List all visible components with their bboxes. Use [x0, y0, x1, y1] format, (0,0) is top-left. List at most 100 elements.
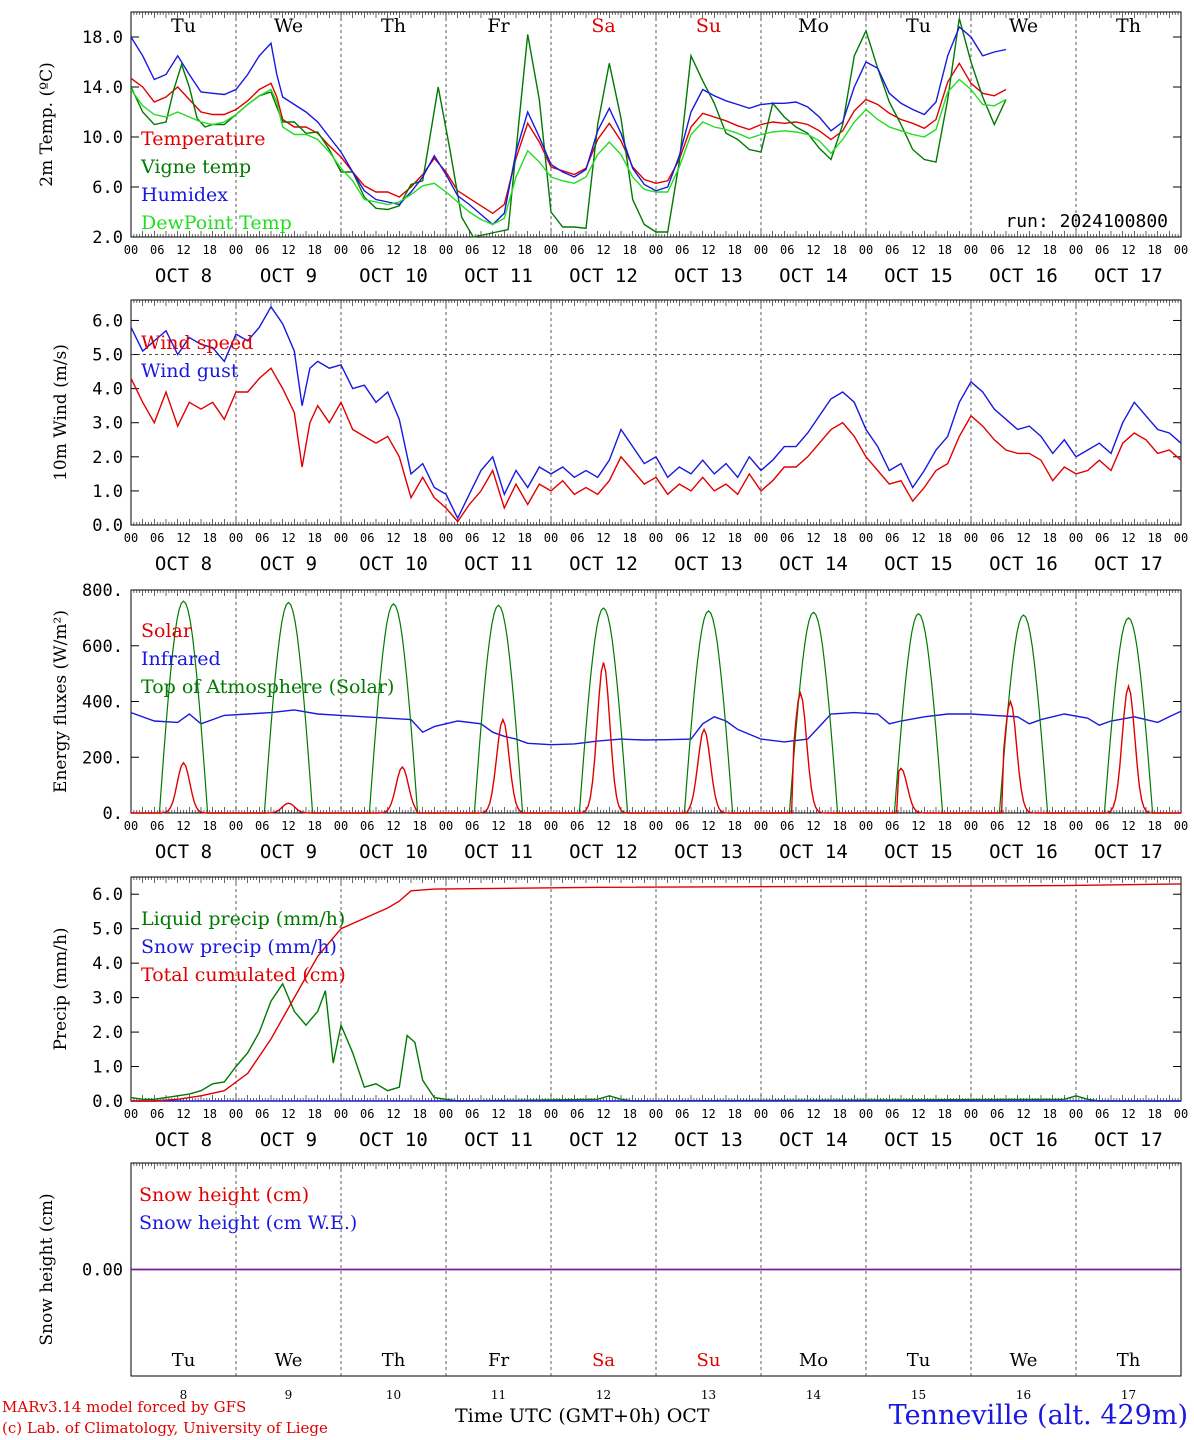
day-name-label: Th	[381, 15, 406, 37]
date-label: OCT 9	[260, 1129, 317, 1151]
hour-tick-label: 06	[465, 243, 479, 257]
hour-tick-label: 18	[1043, 243, 1057, 257]
hour-tick-label: 06	[150, 819, 164, 833]
date-label: OCT 11	[464, 265, 533, 287]
date-label: OCT 13	[674, 841, 743, 863]
day-number-label: 10	[386, 1388, 401, 1402]
hour-tick-label: 12	[176, 819, 190, 833]
hour-tick-label: 06	[150, 243, 164, 257]
hour-tick-label: 06	[1095, 531, 1109, 545]
hour-tick-label: 06	[360, 819, 374, 833]
y-tick-label: 800.	[82, 581, 123, 601]
hour-tick-label: 06	[780, 243, 794, 257]
hour-tick-label: 18	[938, 1107, 952, 1121]
series-line	[130, 982, 1181, 1102]
hour-tick-label: 18	[1148, 819, 1162, 833]
hour-tick-label: 06	[465, 531, 479, 545]
day-name-label: Fr	[487, 15, 510, 37]
hour-tick-label: 18	[308, 819, 322, 833]
hour-tick-label: 06	[885, 531, 899, 545]
hour-tick-label: 00	[964, 243, 978, 257]
hour-tick-label: 12	[911, 243, 925, 257]
legend-entry: Wind gust	[141, 360, 239, 382]
hour-tick-label: 12	[911, 531, 925, 545]
hour-tick-label: 06	[675, 819, 689, 833]
hour-tick-label: 12	[806, 819, 820, 833]
hour-tick-label: 00	[439, 531, 453, 545]
hour-tick-label: 18	[728, 819, 742, 833]
y-tick-label: 2.0	[92, 1023, 123, 1043]
date-label: OCT 8	[155, 553, 212, 575]
hour-tick-label: 12	[806, 243, 820, 257]
day-number-label: 13	[701, 1388, 716, 1402]
y-tick-label: 5.0	[92, 920, 123, 940]
hour-tick-label: 18	[1043, 819, 1057, 833]
date-label: OCT 14	[779, 1129, 848, 1151]
hour-tick-label: 00	[859, 1107, 873, 1121]
hour-tick-label: 00	[544, 1107, 558, 1121]
date-label: OCT 14	[779, 265, 848, 287]
day-name-label: Su	[697, 1350, 721, 1371]
y-tick-label: 400.	[82, 693, 123, 713]
hour-tick-label: 12	[701, 819, 715, 833]
hour-tick-label: 18	[728, 531, 742, 545]
model-credit: MARv3.14 model forced by GFS	[2, 1398, 247, 1416]
legend-entry: Vigne temp	[140, 156, 251, 178]
hour-tick-label: 18	[623, 1107, 637, 1121]
hour-tick-label: 06	[255, 243, 269, 257]
hour-tick-label: 18	[518, 531, 532, 545]
day-number-label: 14	[806, 1388, 822, 1402]
day-name-label: We	[275, 1350, 303, 1371]
date-label: OCT 16	[989, 265, 1058, 287]
y-tick-label: 1.0	[92, 482, 123, 502]
hour-tick-label: 00	[859, 531, 873, 545]
hour-tick-label: 00	[334, 531, 348, 545]
hour-tick-label: 18	[518, 1107, 532, 1121]
date-label: OCT 16	[989, 1129, 1058, 1151]
hour-tick-label: 18	[518, 243, 532, 257]
day-number-label: 9	[285, 1388, 293, 1402]
panel-frame	[130, 589, 1182, 814]
hour-tick-label: 06	[885, 243, 899, 257]
y-tick-label: 4.0	[92, 380, 123, 400]
hour-tick-label: 06	[675, 243, 689, 257]
hour-tick-label: 06	[570, 819, 584, 833]
hour-tick-label: 00	[649, 1107, 663, 1121]
y-axis-label: Precip (mm/h)	[51, 927, 71, 1050]
hour-tick-label: 00	[1174, 1107, 1188, 1121]
legend-entry: Liquid precip (mm/h)	[141, 908, 345, 930]
hour-tick-label: 06	[990, 819, 1004, 833]
hour-tick-label: 18	[833, 243, 847, 257]
hour-tick-label: 12	[1121, 243, 1135, 257]
hour-tick-label: 18	[203, 531, 217, 545]
day-name-label: Tu	[172, 1350, 196, 1371]
hour-tick-label: 00	[1174, 819, 1188, 833]
hour-tick-label: 06	[465, 819, 479, 833]
series-line	[131, 662, 1181, 814]
legend-entry: DewPoint Temp	[141, 212, 292, 234]
date-label: OCT 14	[779, 553, 848, 575]
hour-tick-label: 00	[334, 1107, 348, 1121]
hour-tick-label: 18	[728, 1107, 742, 1121]
hour-tick-label: 12	[596, 1107, 610, 1121]
y-tick-label: 6.0	[92, 311, 123, 331]
date-label: OCT 11	[464, 841, 533, 863]
series-line	[131, 883, 1182, 1102]
y-tick-label: 5.0	[92, 346, 123, 366]
hour-tick-label: 06	[360, 531, 374, 545]
date-label: OCT 10	[359, 1129, 428, 1151]
run-label: run: 2024100800	[1005, 211, 1168, 232]
y-tick-label: 6.0	[92, 885, 123, 905]
date-label: OCT 16	[989, 553, 1058, 575]
hour-tick-label: 06	[1095, 819, 1109, 833]
y-axis-label: Energy fluxes (W/m²)	[51, 610, 71, 793]
hour-tick-label: 18	[938, 531, 952, 545]
hour-tick-label: 18	[728, 243, 742, 257]
date-label: OCT 12	[569, 841, 638, 863]
hour-tick-label: 06	[465, 1107, 479, 1121]
y-tick-label: 3.0	[92, 414, 123, 434]
y-axis-label: Snow height (cm)	[37, 1193, 57, 1345]
hour-tick-label: 00	[124, 243, 138, 257]
hour-tick-label: 18	[1148, 1107, 1162, 1121]
date-label: OCT 11	[464, 1129, 533, 1151]
